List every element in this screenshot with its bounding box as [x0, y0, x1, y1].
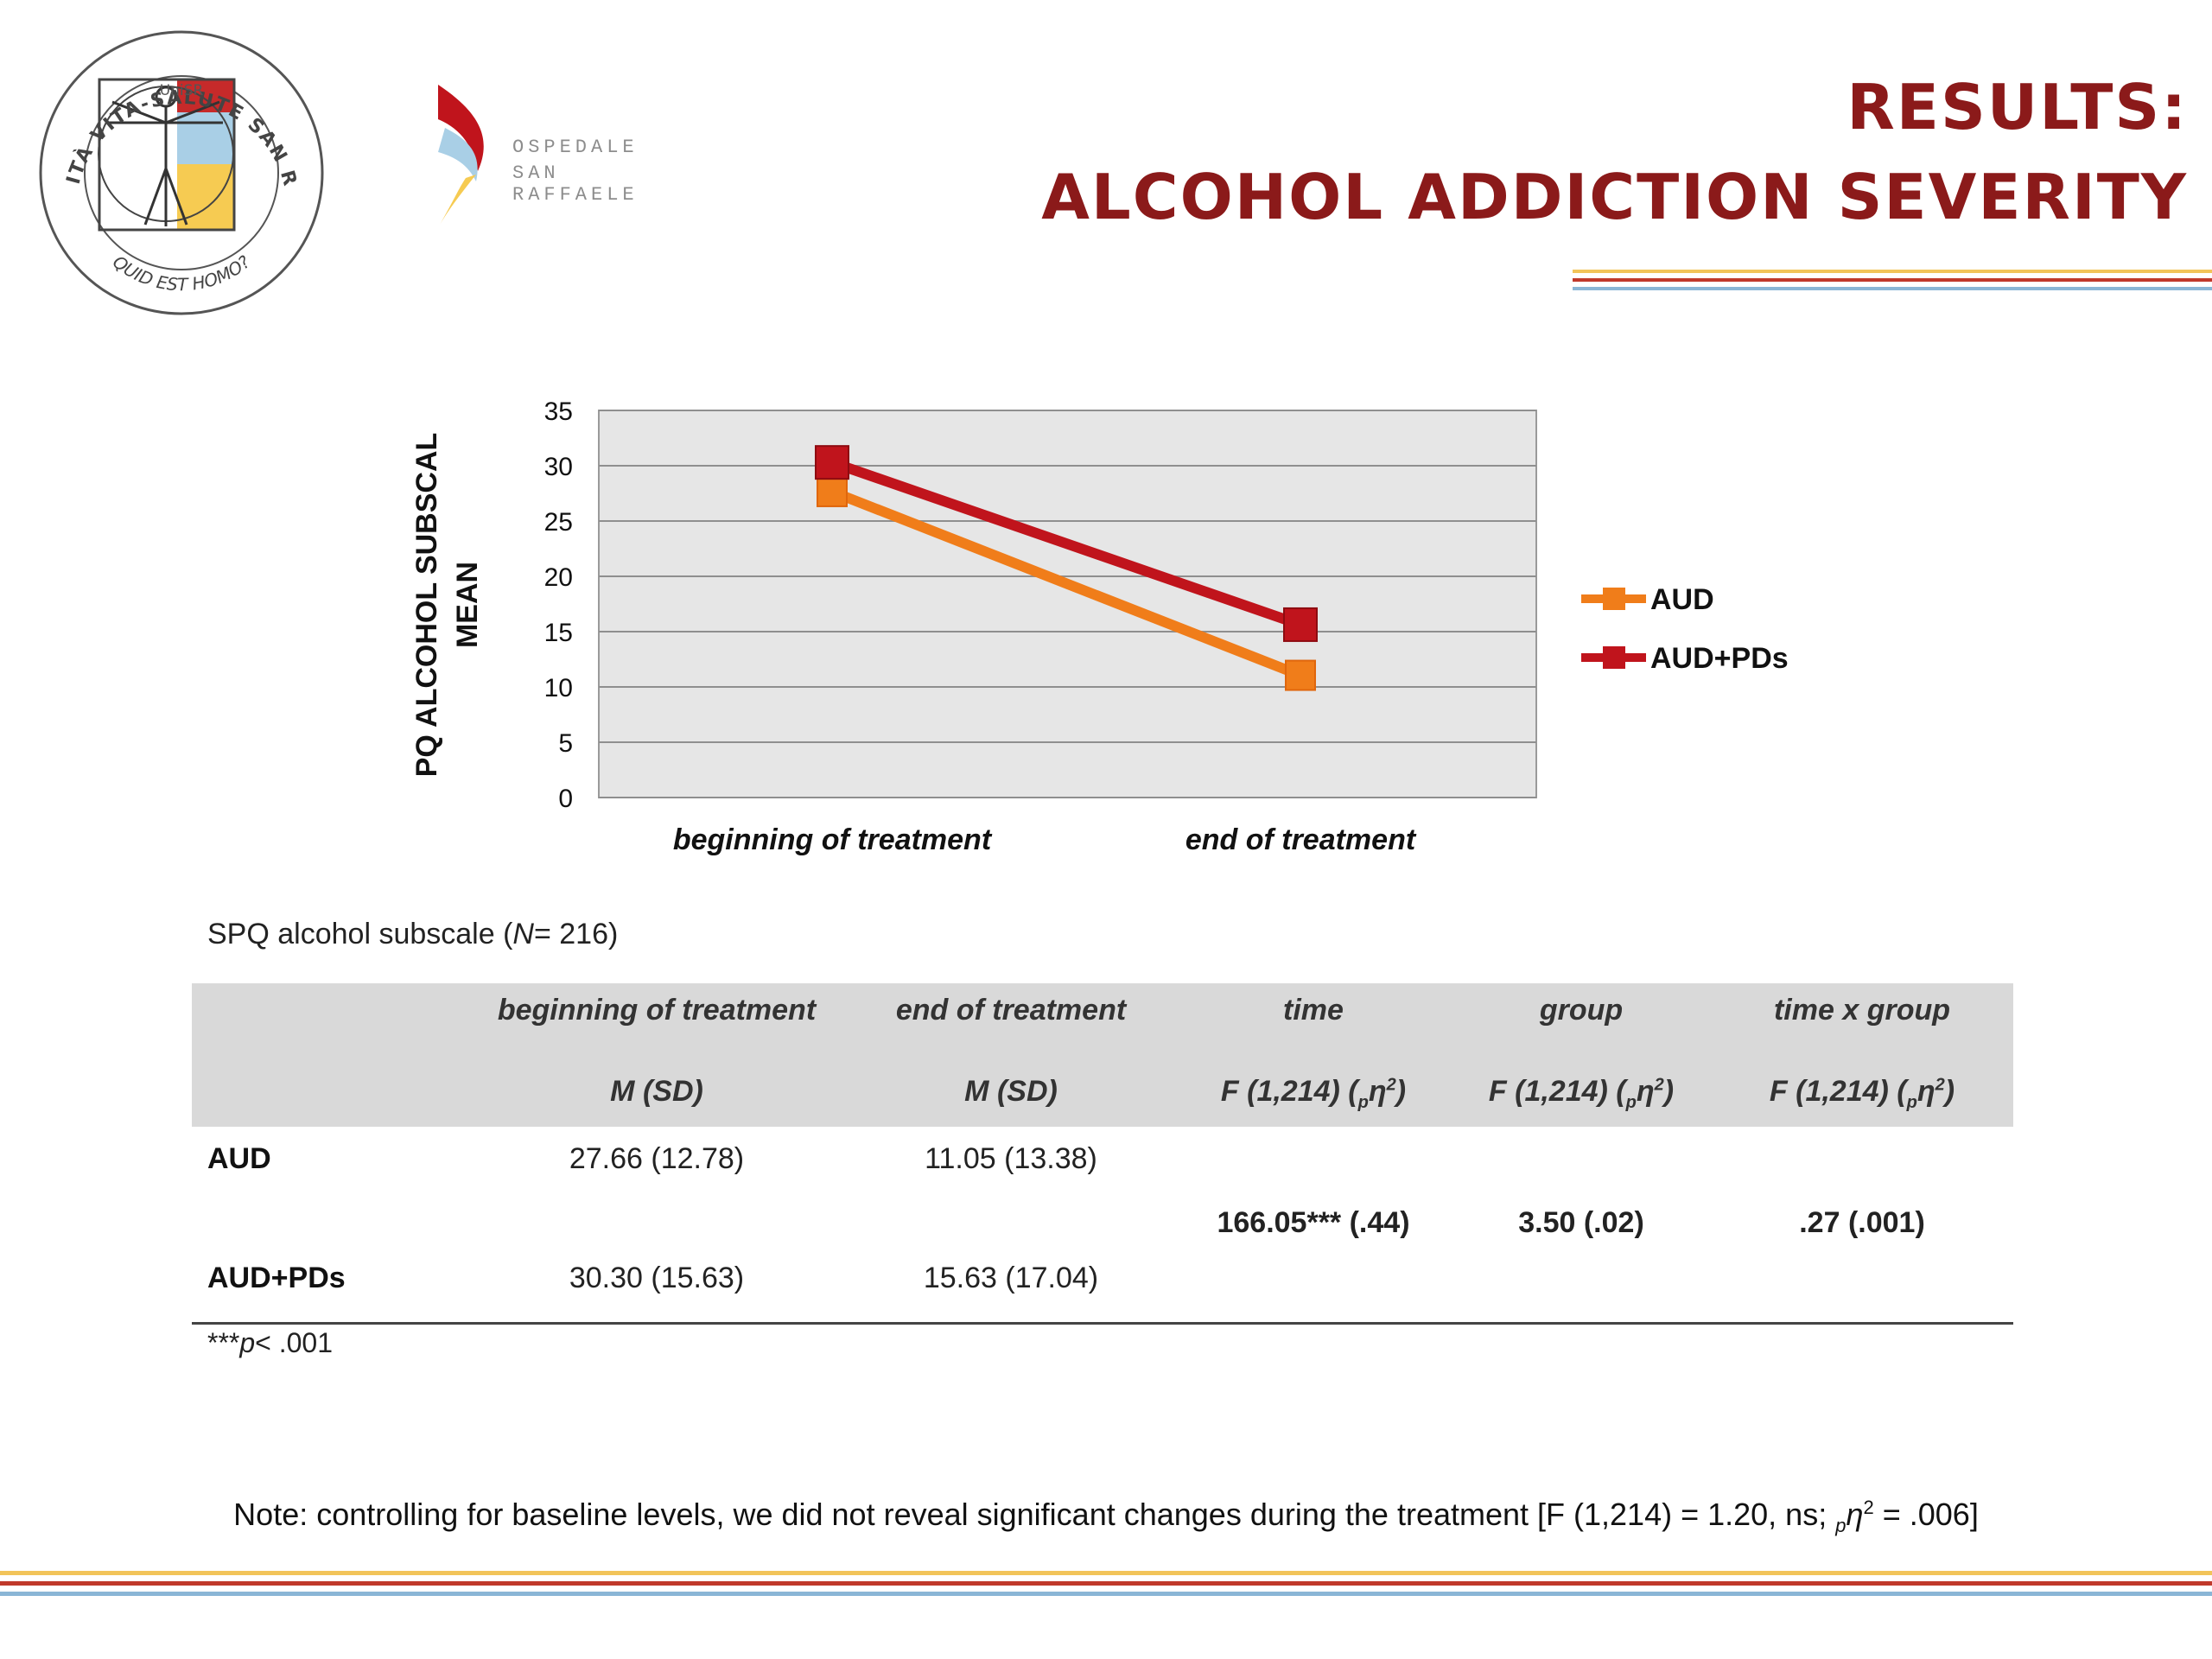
th-sub-msd-1: M (SD): [610, 1075, 703, 1108]
cell-stat-time: 166.05*** (.44): [1217, 1206, 1410, 1239]
data-point-aud-0: [817, 475, 848, 507]
bottom-stripe-red: [0, 1581, 2212, 1586]
note-sub: p: [1835, 1515, 1847, 1537]
legend-swatch-marker: [1603, 646, 1625, 669]
th-sub-f-interaction: F (1,214) (pη2): [1728, 1075, 1996, 1113]
plot-area: [598, 410, 1537, 798]
f-sub: p: [1625, 1092, 1637, 1112]
f-sub: p: [1906, 1092, 1917, 1112]
series-line-aud-pds: [830, 457, 1302, 630]
table-header: [192, 983, 2013, 1127]
caption-suffix: = 216): [533, 918, 619, 950]
top-stripe-yellow: [1573, 270, 2212, 273]
table-footnote: ***p< .001: [207, 1327, 333, 1359]
caption-prefix: SPQ alcohol subscale (: [207, 918, 513, 950]
th-end: end of treatment: [895, 994, 1127, 1027]
analysis-note: Note: controlling for baseline levels, w…: [0, 1497, 2212, 1537]
th-sub-msd-2: M (SD): [964, 1075, 1058, 1108]
f-eta: η: [1368, 1075, 1387, 1108]
cell-aud-beginning: 27.66 (12.78): [569, 1142, 745, 1175]
f-prefix: F (1,214) (: [1220, 1075, 1358, 1108]
table-bottom-rule: [192, 1322, 2013, 1325]
cell-audpds-beginning: 30.30 (15.63): [569, 1262, 745, 1294]
f-suffix: ): [1663, 1075, 1675, 1108]
series-line-aud: [830, 486, 1303, 681]
line-chart: 0 5 10 15 20 25 30 35 beginning of treatment end…: [544, 397, 1789, 856]
top-stripe-red: [1573, 278, 2212, 282]
ospedale-line1: OSPEDALE: [512, 137, 639, 158]
slide-title-line2: ALCOHOL ADDICTION SEVERITY: [1041, 161, 2188, 233]
th-beginning: beginning of treatment: [497, 994, 817, 1027]
legend-label: AUD+PDs: [1650, 642, 1789, 675]
data-point-aud-1: [1285, 659, 1316, 691]
legend-swatch-marker: [1603, 588, 1625, 610]
y-axis-label-line1: SPQ ALCOHOL SUBSCALE: [410, 432, 443, 778]
f-sup: 2: [1935, 1075, 1945, 1095]
note-eta: η: [1846, 1497, 1864, 1532]
y-tick-label: 35: [544, 397, 573, 426]
unisr-inner-text: UniSR: [160, 82, 204, 99]
cell-audpds-end: 15.63 (17.04): [923, 1262, 1099, 1294]
x-tick-label: end of treatment: [1185, 823, 1417, 856]
y-tick-label: 15: [544, 619, 573, 647]
row-label-aud: AUD: [207, 1142, 271, 1175]
ospedale-ribbon-icon: [438, 85, 484, 225]
vitruvian-figure-icon: [109, 86, 223, 226]
x-tick-label: beginning of treatment: [673, 823, 993, 856]
cell-stat-group: 3.50 (.02): [1518, 1206, 1644, 1239]
f-sub: p: [1357, 1092, 1369, 1112]
caption-n: N: [512, 918, 534, 950]
f-suffix: ): [1944, 1075, 1955, 1108]
f-eta: η: [1636, 1075, 1655, 1108]
note-text: Note: controlling for baseline levels, w…: [233, 1497, 1836, 1532]
table-caption: SPQ alcohol subscale (N= 216): [207, 918, 618, 951]
th-group: group: [1539, 994, 1624, 1027]
data-point-aud-pds-1: [1283, 607, 1318, 642]
unisr-logo: UNIVERSITÀ VITA-SALUTE SAN RAFFAELE QUID…: [35, 26, 324, 315]
slide-title-line1: RESULTS:: [1847, 71, 2188, 143]
f-sup: 2: [1654, 1075, 1664, 1095]
note-end: = .006]: [1873, 1497, 1979, 1532]
ospedale-line2: SAN RAFFAELE: [512, 162, 639, 206]
y-tick-label: 0: [558, 785, 573, 813]
bottom-stripe-blue: [0, 1592, 2212, 1596]
th-sub-f-time: F (1,214) (pη2): [1184, 1075, 1443, 1113]
footnote-p: p: [239, 1327, 256, 1358]
footnote-rest: < .001: [255, 1327, 334, 1358]
row-label-aud-pds: AUD+PDs: [207, 1262, 346, 1294]
data-point-aud-pds-0: [815, 445, 849, 480]
footnote-stars: ***: [207, 1327, 240, 1358]
y-tick-label: 30: [544, 453, 573, 481]
y-tick-label: 5: [558, 729, 573, 758]
th-time-x-group: time x group: [1773, 994, 1951, 1027]
top-stripe-blue: [1573, 287, 2212, 290]
f-prefix: F (1,214) (: [1769, 1075, 1907, 1108]
y-tick-label: 20: [544, 563, 573, 592]
f-sup: 2: [1386, 1075, 1396, 1095]
th-time: time: [1283, 994, 1344, 1027]
y-tick-label: 10: [544, 674, 573, 702]
y-axis-label-line2: MEAN: [451, 562, 484, 648]
f-prefix: F (1,214) (: [1488, 1075, 1626, 1108]
cell-aud-end: 11.05 (13.38): [925, 1142, 1097, 1175]
note-sup: 2: [1863, 1497, 1874, 1518]
y-axis-label: SPQ ALCOHOL SUBSCALE MEAN: [410, 432, 484, 778]
cell-stat-interaction: .27 (.001): [1799, 1206, 1925, 1239]
f-eta: η: [1916, 1075, 1936, 1108]
y-tick-label: 25: [544, 508, 573, 537]
ospedale-logo: OSPEDALE SAN RAFFAELE: [428, 78, 687, 233]
legend-label: AUD: [1650, 583, 1714, 616]
bottom-stripe-yellow: [0, 1571, 2212, 1575]
th-sub-f-group: F (1,214) (pη2): [1452, 1075, 1711, 1113]
f-suffix: ): [1395, 1075, 1407, 1108]
